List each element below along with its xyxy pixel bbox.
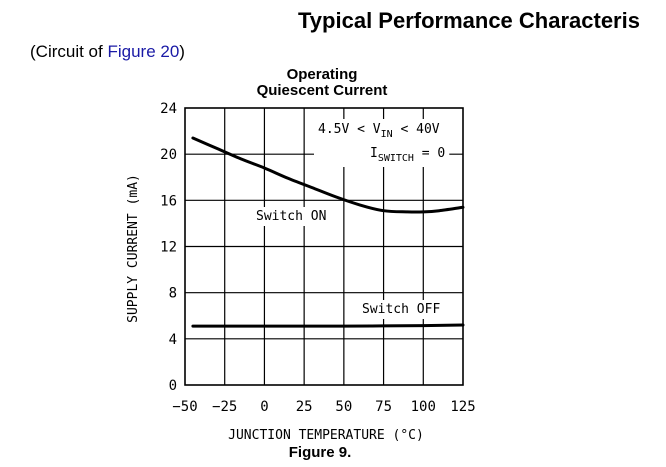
figure-20-link[interactable]: Figure 20	[107, 42, 180, 61]
x-tick-label: 75	[375, 399, 392, 415]
condition-current-subscript: SWITCH	[378, 153, 414, 164]
circuit-note-suffix: )	[179, 42, 185, 61]
tick-layer: −50 −25 0 25 50 75 100 125 0 4 8 12 16 20 24	[160, 101, 476, 415]
grid-layer	[185, 108, 463, 385]
condition-voltage-suffix: < 40V	[393, 122, 440, 137]
circuit-note-prefix: (Circuit of	[30, 42, 108, 61]
switch-off-curve	[191, 323, 465, 328]
y-axis-label: SUPPLY CURRENT (mA)	[126, 174, 141, 323]
x-tick-label: 100	[411, 399, 436, 415]
condition-switch-current: ISWITCH = 0	[370, 146, 445, 164]
switch-off-label: Switch OFF	[362, 302, 440, 317]
figure-caption: Figure 9.	[288, 444, 352, 461]
y-tick-label: 4	[169, 332, 177, 348]
switch-off-label-background	[359, 300, 444, 319]
y-tick-label: 16	[160, 193, 177, 209]
section-title: Typical Performance Characteris	[298, 8, 640, 33]
y-tick-label: 24	[160, 101, 177, 117]
switch-on-label-background	[253, 207, 330, 226]
series-layer	[191, 136, 465, 328]
x-tick-label: −25	[212, 399, 237, 415]
switch-on-curve	[191, 136, 465, 214]
condition-voltage-range: 4.5V < VIN < 40V	[318, 122, 440, 140]
chart-title-line-2: Quiescent Current	[256, 82, 388, 99]
conditions-background	[314, 119, 450, 167]
chart-title-line-1: Operating	[286, 66, 358, 83]
condition-current-suffix: = 0	[414, 146, 445, 161]
plot-frame	[184, 107, 464, 386]
condition-voltage-subscript: IN	[381, 129, 393, 140]
x-tick-label: −50	[172, 399, 197, 415]
condition-voltage-prefix: 4.5V < V	[318, 122, 381, 137]
y-tick-label: 0	[169, 378, 177, 394]
x-tick-label: 0	[260, 399, 268, 415]
condition-current-main: I	[370, 146, 378, 161]
y-tick-label: 8	[169, 286, 177, 302]
x-axis-label: JUNCTION TEMPERATURE (°C)	[228, 428, 424, 443]
x-tick-label: 50	[335, 399, 352, 415]
y-tick-label: 20	[160, 147, 177, 163]
circuit-note: (Circuit of Figure 20)	[30, 42, 185, 62]
switch-on-label: Switch ON	[256, 209, 326, 224]
chart-title: Operating Quiescent Current	[222, 67, 422, 99]
x-tick-label: 25	[296, 399, 313, 415]
x-tick-label: 125	[450, 399, 475, 415]
y-tick-label: 12	[160, 240, 177, 256]
